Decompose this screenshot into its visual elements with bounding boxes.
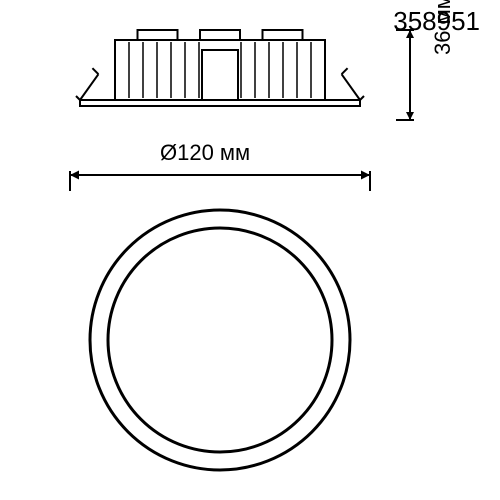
technical-drawing: 358951 36 мм Ø120 мм — [0, 0, 500, 500]
diameter-dimension-label: Ø120 мм — [160, 140, 250, 166]
height-dimension — [396, 30, 414, 120]
side-view — [76, 30, 364, 106]
height-dimension-label: 36 мм — [430, 0, 456, 55]
front-view — [90, 210, 350, 470]
drawing-canvas — [0, 0, 500, 500]
diameter-dimension — [70, 171, 370, 192]
